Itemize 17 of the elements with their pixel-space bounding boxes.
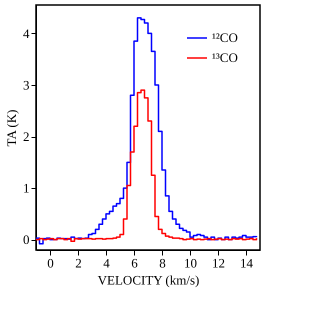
x-tick-label: 14 [240,256,254,270]
y-tick-label: 0 [23,232,30,248]
x-tick-label: 0 [47,256,54,270]
x-tick-label: 6 [131,256,138,270]
y-tick-label: 1 [23,180,30,196]
y-tick-label: 3 [23,77,30,92]
x-tick-label: 10 [184,256,197,270]
x-tick-label: 2 [75,256,82,270]
y-tick-label: 4 [23,26,30,41]
x-tick-label: 12 [212,256,225,270]
y-tick-label: 2 [23,129,30,144]
x-tick-label: 4 [103,256,110,270]
legend-label: ¹²CO [212,30,238,45]
x-axis-title: VELOCITY (km/s) [98,272,200,288]
x-tick-label: 8 [159,256,166,270]
legend-label: ¹³CO [212,50,238,65]
y-axis-title: TA (K) [4,110,19,146]
